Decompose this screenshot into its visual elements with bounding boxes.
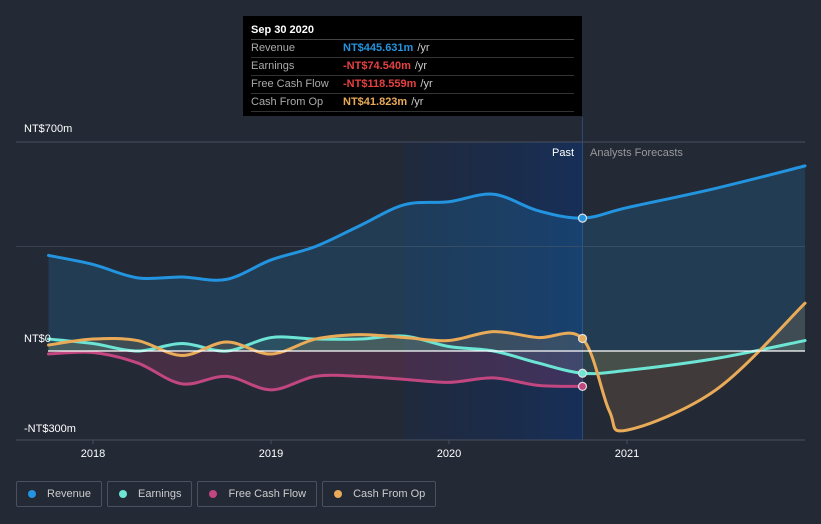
free-cash-flow-line xyxy=(47,350,584,392)
free-cash-flow-area xyxy=(48,351,583,390)
legend-label: Revenue xyxy=(47,488,92,500)
tooltip-row-free-cash-flow: Free Cash Flow -NT$118.559m /yr xyxy=(251,76,574,94)
legend-label: Earnings xyxy=(138,488,182,500)
cash-from-op-marker xyxy=(577,333,588,344)
revenue-line xyxy=(47,164,807,282)
legend-item-earnings[interactable]: Earnings xyxy=(107,481,193,507)
tooltip-unit: /yr xyxy=(420,78,433,90)
legend-label: Free Cash Flow xyxy=(228,488,307,500)
tooltip-value: NT$445.631m xyxy=(343,42,414,54)
legend-item-cash-from-op[interactable]: Cash From Op xyxy=(322,481,437,507)
tooltip-date: Sep 30 2020 xyxy=(251,22,574,40)
tooltip-label: Free Cash Flow xyxy=(251,78,329,90)
earnings-area xyxy=(48,335,805,374)
tooltip-unit: /yr xyxy=(414,60,428,72)
cash-from-op-line xyxy=(47,301,807,433)
tooltip-label: Revenue xyxy=(251,42,296,54)
y-tick-label-700: NT$700m xyxy=(24,123,73,135)
x-tick-label-2021: 2021 xyxy=(614,448,640,460)
legend: Revenue Earnings Free Cash Flow Cash Fro… xyxy=(16,481,437,507)
legend-item-free-cash-flow[interactable]: Free Cash Flow xyxy=(197,481,318,507)
past-label: Past xyxy=(551,147,574,159)
cash-from-op-dot-icon xyxy=(334,490,343,498)
tooltip-row-revenue: Revenue NT$445.631m /yr xyxy=(251,40,574,58)
tooltip-unit: /yr xyxy=(411,96,424,108)
free-cash-flow-marker xyxy=(577,381,588,392)
tooltip: Sep 30 2020 Revenue NT$445.631m /yr Earn… xyxy=(243,16,582,116)
earnings-dot-icon xyxy=(119,490,128,498)
cash-from-op-area xyxy=(48,303,805,431)
legend-item-revenue[interactable]: Revenue xyxy=(16,481,103,507)
tooltip-unit: /yr xyxy=(417,42,430,54)
x-tick-label-2019: 2019 xyxy=(258,448,284,460)
tooltip-value: NT$41.823m xyxy=(343,96,408,108)
free-cash-flow-dot-icon xyxy=(209,490,218,498)
earnings-marker xyxy=(577,368,588,378)
x-tick-label-2018: 2018 xyxy=(80,448,106,460)
tooltip-label: Earnings xyxy=(251,60,295,72)
tooltip-row-cash-from-op: Cash From Op NT$41.823m /yr xyxy=(251,94,574,112)
tooltip-row-earnings: Earnings -NT$74.540m /yr xyxy=(251,58,574,76)
revenue-area xyxy=(48,165,805,351)
y-tick-label-0: NT$0 xyxy=(24,333,51,345)
x-tick-label-2020: 2020 xyxy=(436,448,462,460)
past-region xyxy=(404,142,583,440)
tooltip-value: -NT$118.559m xyxy=(343,78,417,90)
analysts-forecasts-label: Analysts Forecasts xyxy=(590,147,683,159)
legend-label: Cash From Op xyxy=(353,488,426,500)
y-tick-label-neg300: -NT$300m xyxy=(24,423,76,435)
revenue-dot-icon xyxy=(28,490,36,498)
revenue-marker xyxy=(577,213,588,223)
tooltip-value: -NT$74.540m xyxy=(343,60,411,72)
tooltip-label: Cash From Op xyxy=(251,96,324,108)
